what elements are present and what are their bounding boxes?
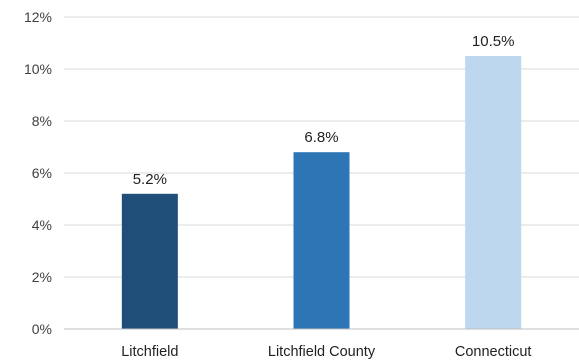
data-label-litchfield: 5.2% <box>133 171 167 188</box>
x-tick-label-litchfield: Litchfield <box>121 344 178 360</box>
data-labels: 5.2% 6.8% 10.5% <box>133 33 515 188</box>
y-axis-tick-labels: 0% 2% 4% 6% 8% 10% 12% <box>24 9 52 337</box>
y-tick-label-0: 0% <box>32 321 52 337</box>
data-label-connecticut: 10.5% <box>472 33 515 50</box>
bars <box>121 56 522 329</box>
y-tick-label-2: 2% <box>32 269 52 285</box>
y-tick-label-12: 12% <box>24 9 52 25</box>
x-tick-label-litchfield-county: Litchfield County <box>268 344 376 360</box>
y-tick-label-8: 8% <box>32 113 52 129</box>
bar-litchfield <box>121 193 178 329</box>
x-axis-category-labels: Litchfield Litchfield County Connecticut <box>121 344 531 360</box>
y-tick-label-4: 4% <box>32 217 52 233</box>
data-label-litchfield-county: 6.8% <box>304 129 338 146</box>
y-tick-label-6: 6% <box>32 165 52 181</box>
x-tick-label-connecticut: Connecticut <box>455 344 532 360</box>
y-tick-label-10: 10% <box>24 61 52 77</box>
bar-litchfield-county <box>293 152 350 329</box>
bar-connecticut <box>465 56 522 329</box>
